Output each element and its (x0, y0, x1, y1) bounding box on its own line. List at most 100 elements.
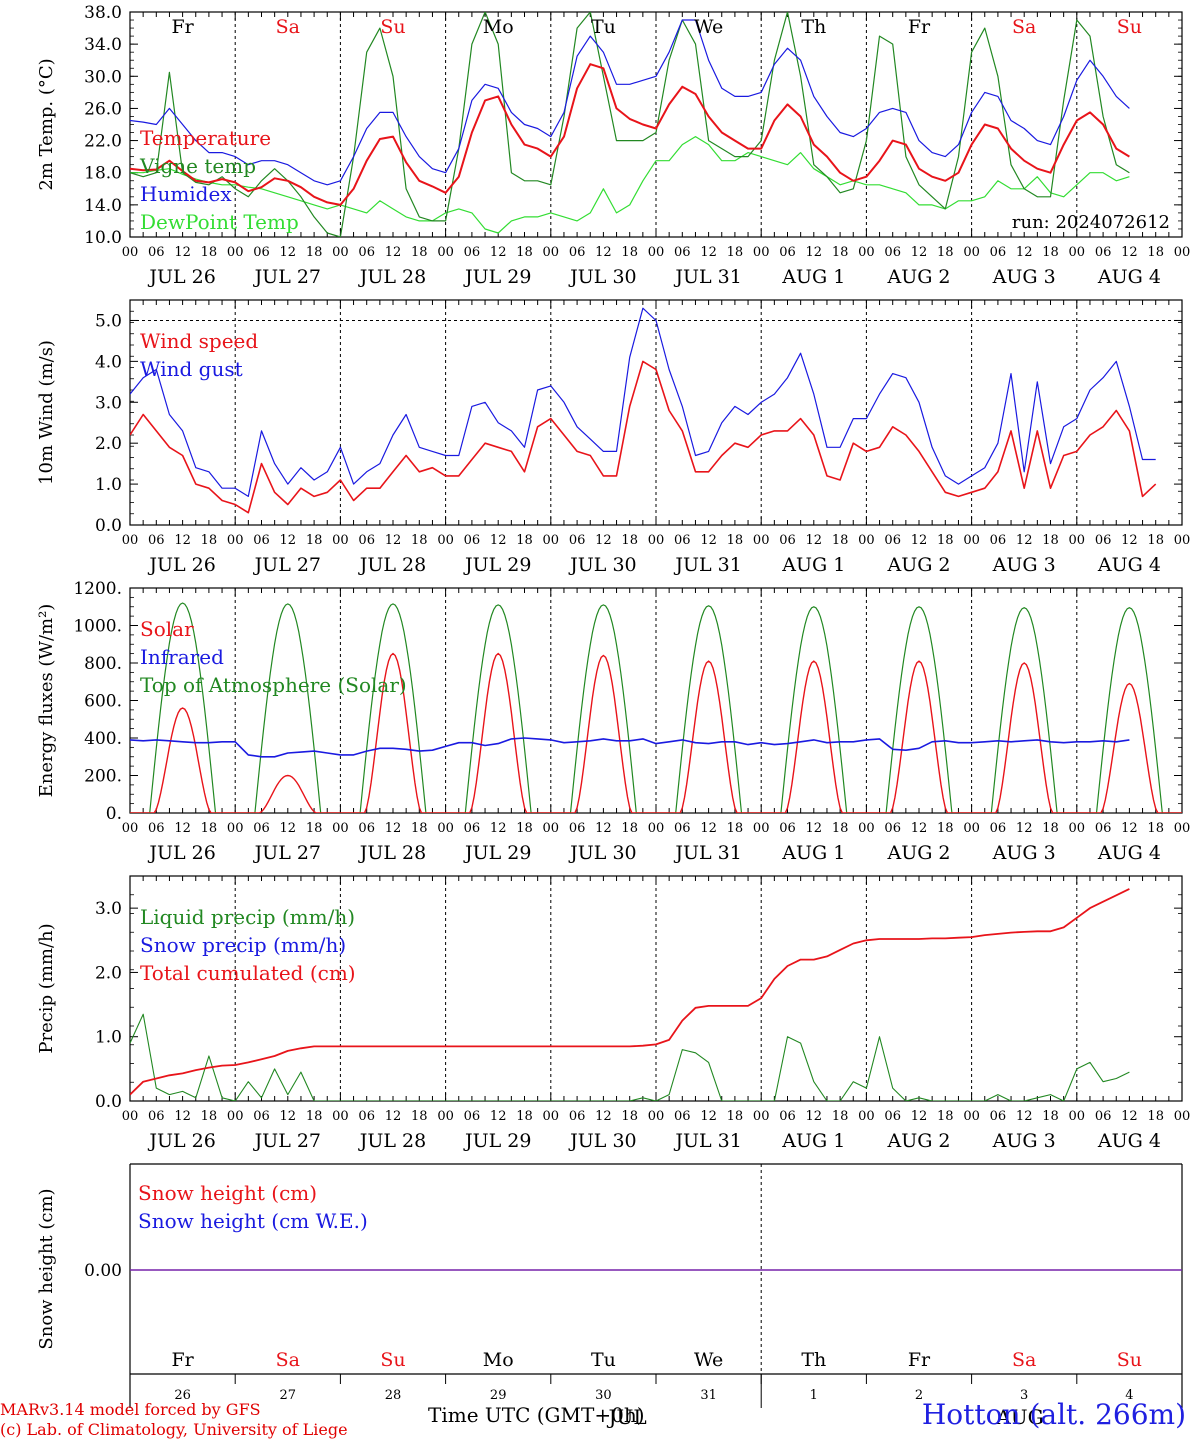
legend-entry: Infrared (140, 645, 224, 669)
hour-tick-label: 00 (437, 1109, 454, 1124)
hour-tick-label: 18 (411, 1109, 428, 1124)
hour-tick-label: 06 (779, 245, 796, 260)
hour-tick-label: 06 (464, 821, 481, 836)
y-tick-label: 34.0 (84, 35, 122, 55)
panel-5: 0.00 Snow height (cm) Snow height (cm) Snow… (36, 1163, 1183, 1429)
date-label: AUG 2 (886, 266, 950, 288)
weekday-label: We (694, 16, 723, 38)
month-label-right: AUG (995, 1405, 1043, 1429)
y-tick-label: 800. (84, 654, 122, 674)
plot-frame (129, 11, 1183, 238)
hour-tick-label: 12 (490, 821, 507, 836)
weekday-label: Su (380, 1349, 405, 1371)
hour-tick-label: 00 (1069, 1109, 1086, 1124)
hour-tick-label: 12 (911, 821, 928, 836)
day-number-label: 29 (490, 1388, 507, 1403)
y-tick-label: 0. (106, 804, 122, 824)
hour-tick-label: 00 (543, 533, 560, 548)
hour-tick-label: 06 (253, 821, 270, 836)
hour-tick-label: 18 (727, 1109, 744, 1124)
run-label: run: 2024072612 (1012, 212, 1170, 233)
hour-tick-label: 12 (385, 1109, 402, 1124)
hour-tick-label: 00 (753, 245, 770, 260)
hour-tick-label: 06 (674, 533, 691, 548)
hour-tick-label: 12 (1121, 821, 1138, 836)
hour-tick-label: 06 (148, 245, 165, 260)
hour-tick-label: 06 (569, 1109, 586, 1124)
hour-tick-label: 12 (806, 533, 823, 548)
series-wind-gust (130, 307, 1156, 497)
hour-tick-label: 12 (490, 533, 507, 548)
hour-tick-label: 18 (1147, 245, 1164, 260)
hour-tick-label: 06 (464, 533, 481, 548)
hour-tick-label: 18 (411, 245, 428, 260)
panel-3: 0. 200. 400. 600. 800. 1000. 1200. Energy fluxe… (36, 579, 1190, 864)
y-tick-label: 3.0 (95, 899, 122, 919)
hour-tick-label: 18 (306, 1109, 323, 1124)
date-label: AUG 1 (781, 554, 845, 576)
series-wind-speed (130, 360, 1157, 514)
hour-tick-label: 18 (516, 245, 533, 260)
hour-tick-label: 12 (174, 821, 191, 836)
hour-tick-label: 06 (779, 821, 796, 836)
series-humidex (130, 19, 1130, 186)
weekday-label: Su (1117, 16, 1142, 38)
series-infrared (130, 737, 1130, 758)
hour-tick-label: 06 (148, 1109, 165, 1124)
hour-tick-label: 12 (595, 821, 612, 836)
hour-tick-label: 18 (201, 245, 218, 260)
hour-tick-label: 18 (306, 821, 323, 836)
date-label: JUL 28 (358, 266, 426, 288)
hour-tick-label: 18 (411, 533, 428, 548)
hour-tick-label: 00 (1069, 821, 1086, 836)
hour-tick-label: 12 (700, 1109, 717, 1124)
hour-tick-label: 06 (674, 1109, 691, 1124)
hour-tick-label: 06 (464, 245, 481, 260)
hour-tick-label: 06 (358, 245, 375, 260)
hour-tick-label: 12 (1016, 533, 1033, 548)
date-label: AUG 4 (1097, 842, 1161, 864)
hour-tick-label: 06 (884, 1109, 901, 1124)
hour-tick-label: 00 (543, 245, 560, 260)
y-axis-label: Snow height (cm) (36, 1188, 57, 1349)
hour-tick-label: 06 (148, 821, 165, 836)
hour-tick-label: 06 (990, 821, 1007, 836)
hour-tick-label: 00 (1174, 821, 1191, 836)
hour-tick-label: 06 (674, 245, 691, 260)
y-tick-label: 600. (84, 692, 122, 712)
hour-tick-label: 00 (543, 821, 560, 836)
legend-entry: Vigne temp (139, 154, 256, 178)
y-tick-label: 1.0 (95, 475, 122, 495)
series-temperature (130, 63, 1130, 206)
date-label: AUG 3 (992, 842, 1056, 864)
series-group (130, 307, 1157, 514)
date-label: AUG 2 (886, 842, 950, 864)
hour-tick-label: 00 (753, 821, 770, 836)
hour-tick-label: 06 (569, 821, 586, 836)
date-label: JUL 27 (253, 554, 321, 576)
hour-tick-label: 18 (1147, 1109, 1164, 1124)
hour-tick-label: 18 (621, 1109, 638, 1124)
date-label: AUG 3 (992, 554, 1056, 576)
plot-frame (129, 299, 1183, 526)
hour-tick-label: 12 (280, 1109, 297, 1124)
hour-tick-label: 00 (332, 533, 349, 548)
hour-tick-label: 12 (806, 821, 823, 836)
day-number-label: 26 (174, 1388, 191, 1403)
weekday-label: Th (801, 1349, 826, 1371)
y-tick-label: 1.0 (95, 1028, 122, 1048)
hour-tick-label: 00 (1174, 1109, 1191, 1124)
hour-tick-label: 06 (1095, 1109, 1112, 1124)
hour-tick-label: 06 (1095, 821, 1112, 836)
date-label: JUL 26 (147, 554, 215, 576)
weekday-label: Tu (591, 1349, 616, 1371)
hour-tick-label: 06 (990, 1109, 1007, 1124)
hour-tick-label: 06 (884, 821, 901, 836)
date-label: JUL 29 (463, 842, 531, 864)
hour-tick-label: 00 (122, 533, 139, 548)
hour-tick-label: 12 (911, 245, 928, 260)
day-number-label: 3 (1020, 1388, 1028, 1403)
hour-tick-label: 18 (937, 245, 954, 260)
date-label: AUG 2 (886, 554, 950, 576)
